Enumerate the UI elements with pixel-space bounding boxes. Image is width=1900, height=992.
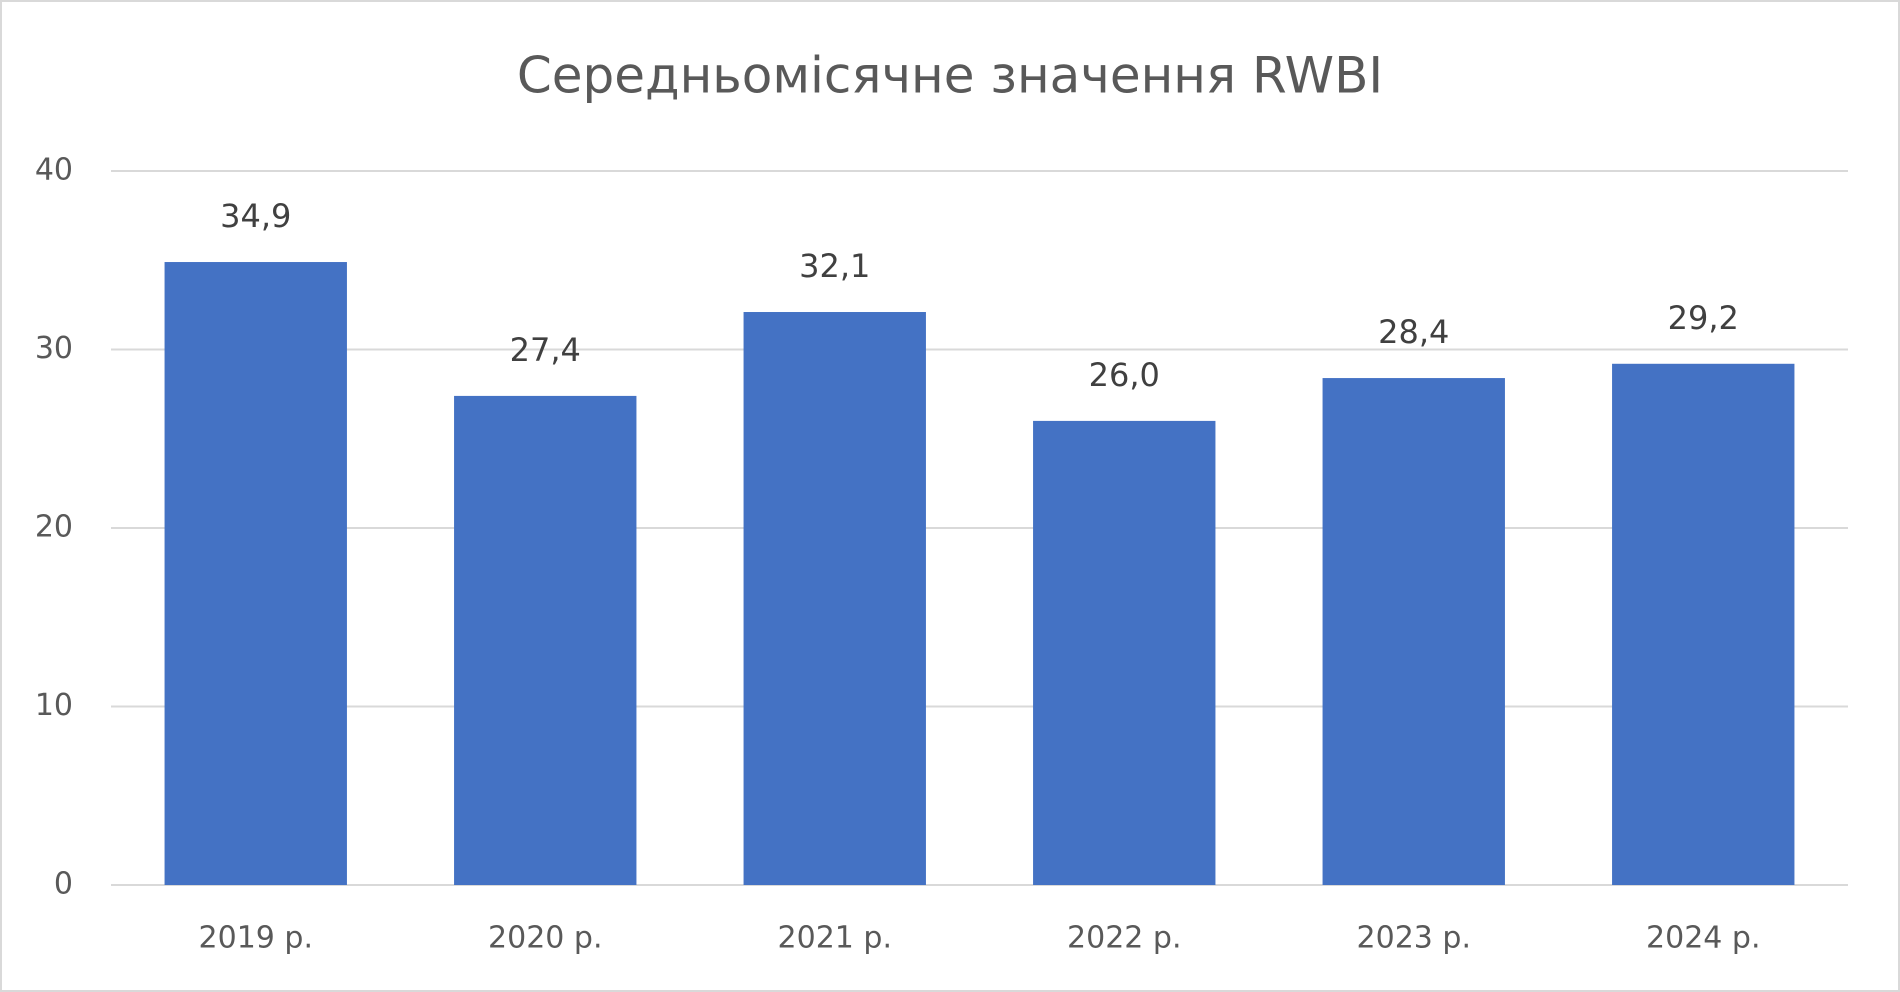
bar xyxy=(743,312,926,885)
bar xyxy=(1322,378,1505,885)
x-tick-label: 2022 р. xyxy=(1067,921,1181,956)
data-label: 28,4 xyxy=(1378,313,1449,351)
data-label: 26,0 xyxy=(1089,356,1160,394)
y-tick-label: 10 xyxy=(35,688,73,723)
x-tick-label: 2024 р. xyxy=(1646,921,1760,956)
chart-title: Середньомісячне значення RWBI xyxy=(517,47,1383,105)
data-label: 29,2 xyxy=(1668,299,1739,337)
bar xyxy=(1033,420,1216,885)
x-tick-label: 2019 р. xyxy=(199,921,313,956)
data-label: 34,9 xyxy=(220,197,291,235)
x-tick-label: 2023 р. xyxy=(1357,921,1471,956)
bar xyxy=(164,262,347,885)
y-tick-label: 30 xyxy=(35,331,73,366)
x-tick-label: 2021 р. xyxy=(778,921,892,956)
bar xyxy=(454,395,637,885)
x-tick-label: 2020 р. xyxy=(488,921,602,956)
data-label: 27,4 xyxy=(510,331,581,369)
data-label: 32,1 xyxy=(799,247,870,285)
bar xyxy=(1612,363,1795,885)
y-tick-label: 0 xyxy=(54,867,73,902)
y-tick-label: 20 xyxy=(35,510,73,545)
y-tick-label: 40 xyxy=(35,153,73,188)
